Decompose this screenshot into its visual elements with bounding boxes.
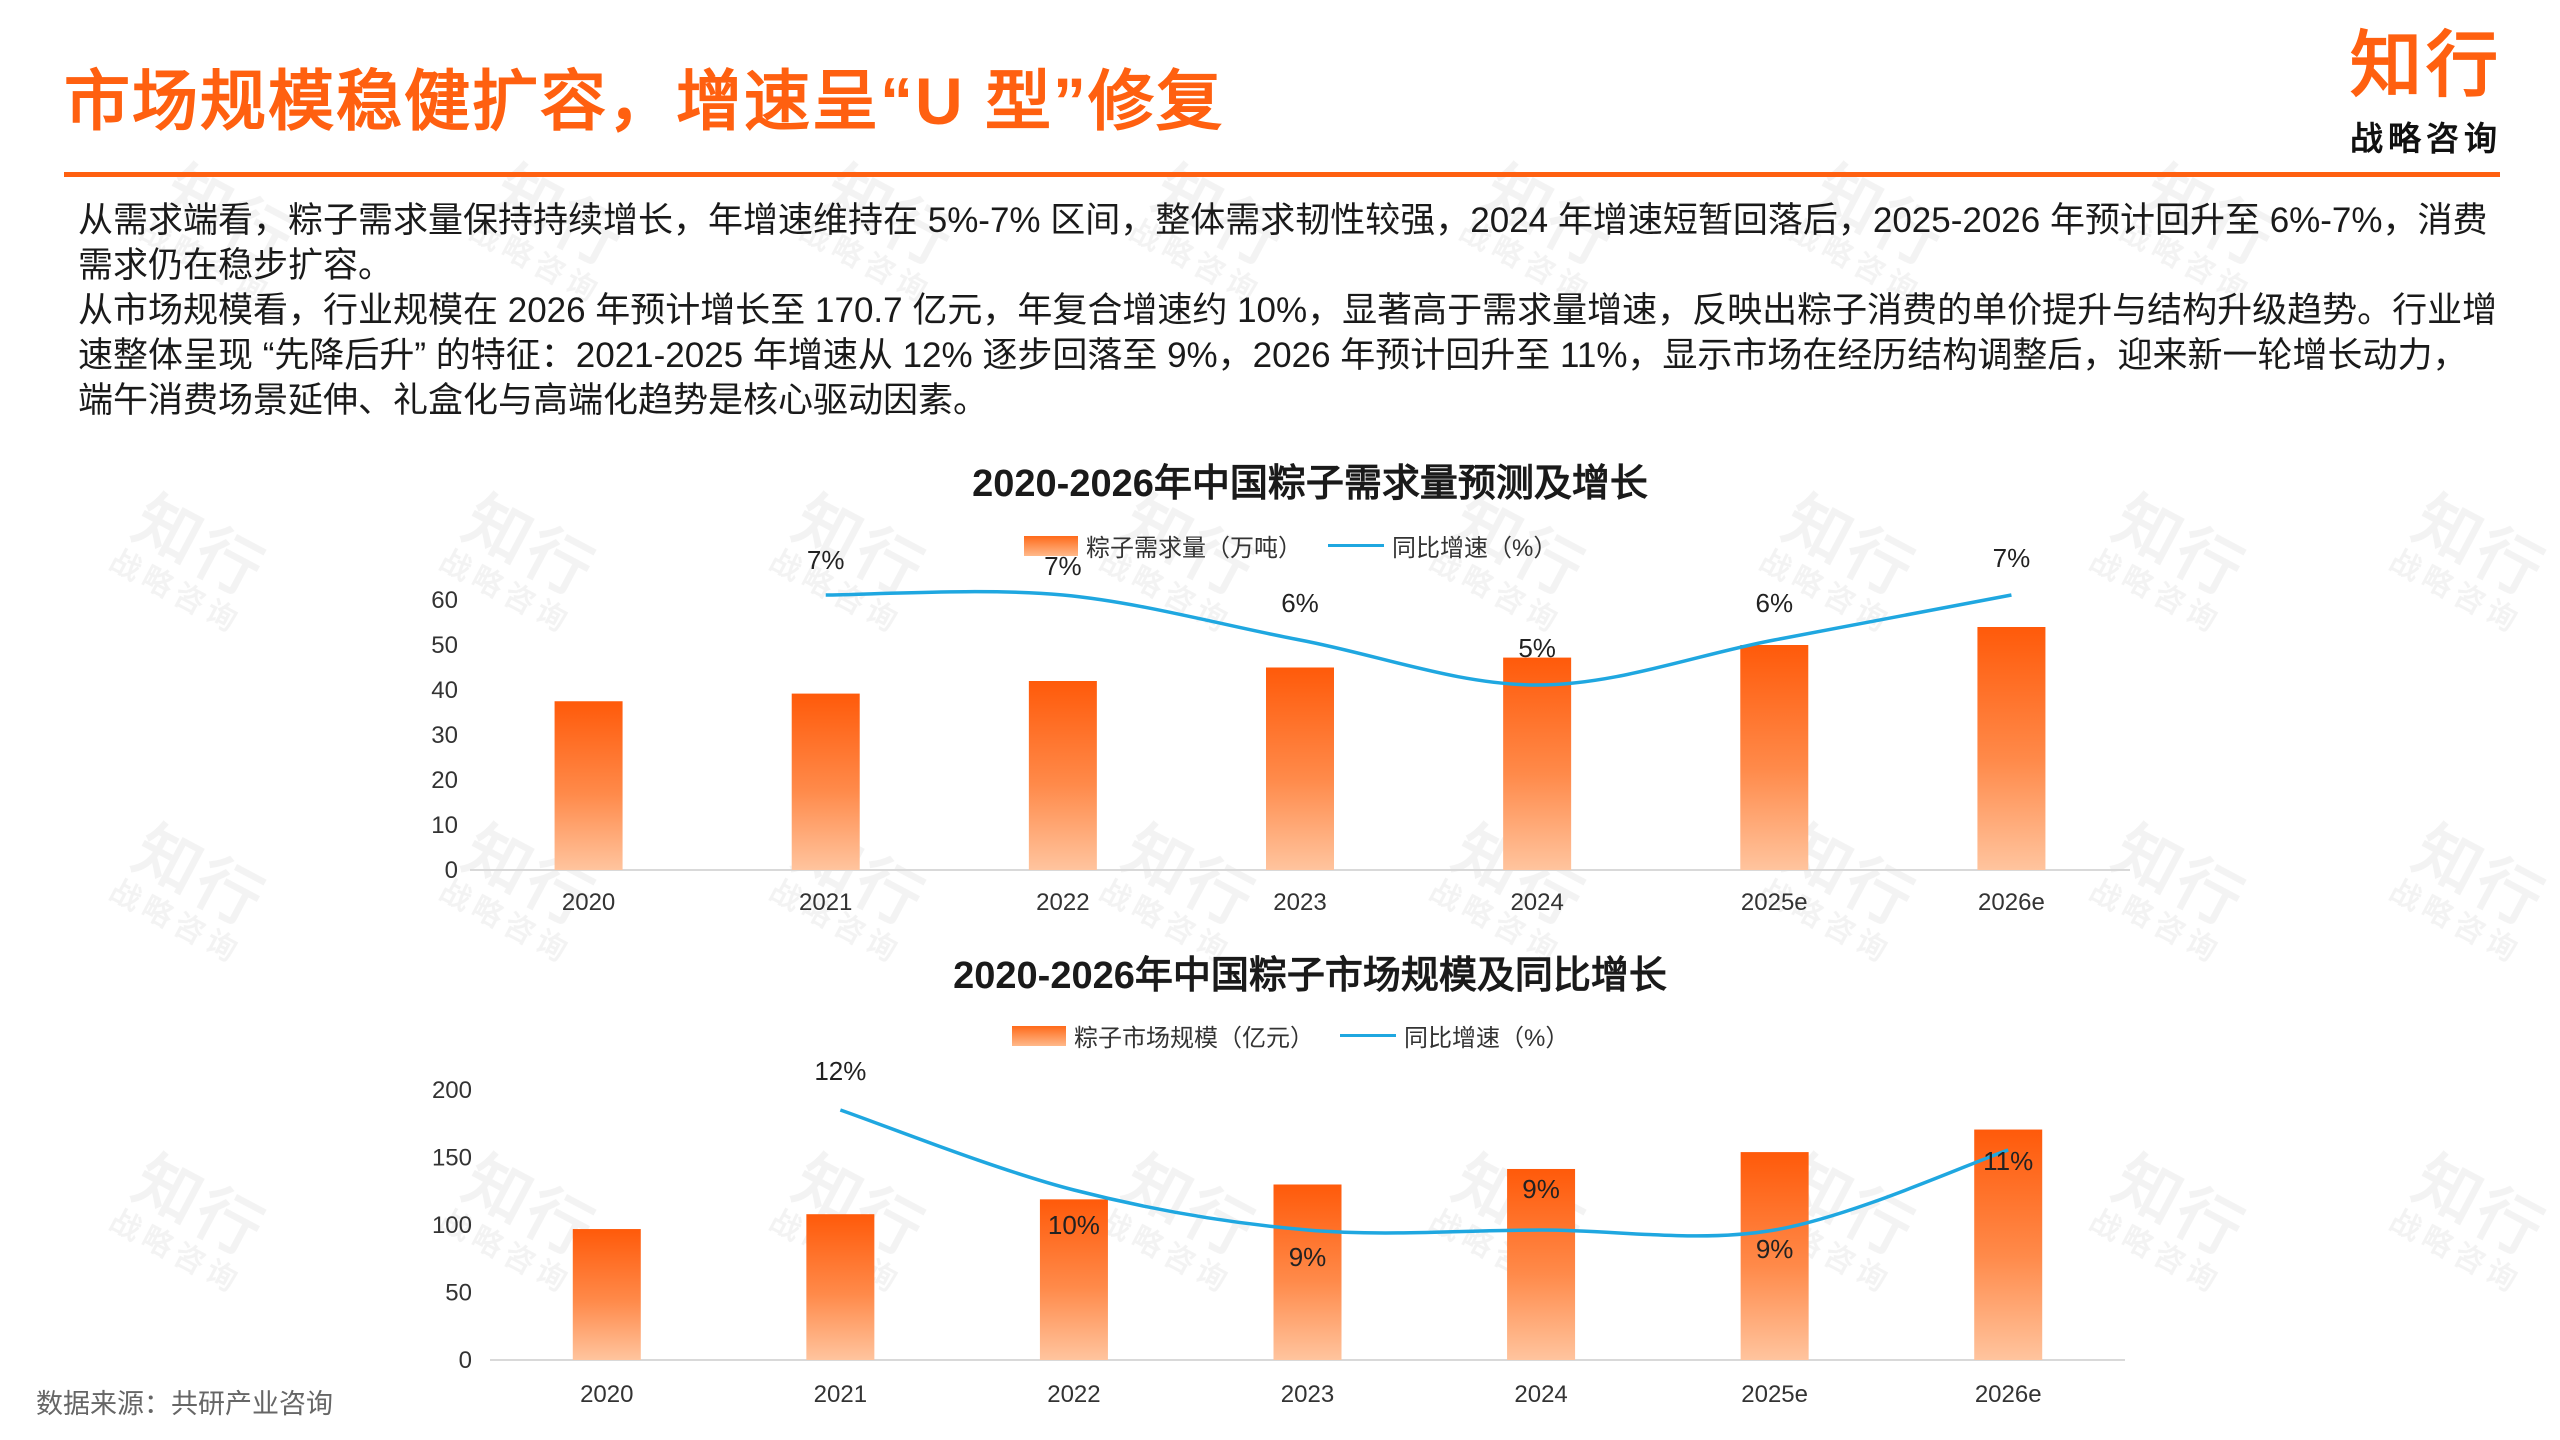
chart2-growth-label: 10%	[1048, 1210, 1100, 1240]
chart1-bar	[1740, 645, 1809, 870]
chart2-legend-bar-label: 粽子市场规模（亿元）	[1074, 1025, 1314, 1052]
header-divider	[64, 172, 2500, 177]
chart2-bar	[1273, 1184, 1342, 1360]
legend-line-swatch	[1340, 1034, 1396, 1037]
chart2-x-tick-label: 2022	[1047, 1381, 1100, 1408]
chart2-x-tick-label: 2025e	[1741, 1381, 1808, 1408]
chart2-x-tick-label: 2024	[1514, 1381, 1567, 1408]
chart1-legend: 粽子需求量（万吨） 同比增速（%）	[1024, 528, 1557, 563]
legend-bar-swatch	[1024, 535, 1078, 556]
chart2-growth-label: 12%	[814, 1056, 866, 1086]
chart2-bar	[1507, 1168, 1576, 1360]
chart1-title: 2020-2026年中国粽子需求量预测及增长	[972, 463, 1648, 505]
logo-sub-text: 战略咨询	[2349, 120, 2502, 157]
chart1-ytick-label: 60	[431, 587, 458, 614]
chart1-x-tick-label: 2023	[1273, 889, 1326, 916]
brand-logo: 知行 战略咨询	[2350, 30, 2502, 160]
chart2-bar	[1974, 1129, 2043, 1360]
chart1-ytick-label: 40	[431, 677, 458, 704]
chart2-legend: 粽子市场规模（亿元） 同比增速（%）	[1012, 1018, 1569, 1053]
chart1-ytick-label: 10	[431, 812, 458, 839]
chart2-growth-label: 11%	[1983, 1146, 2033, 1176]
logo-main-text: 知行	[2349, 26, 2502, 106]
legend-line-swatch	[1328, 544, 1384, 547]
chart1-x-tick-label: 2024	[1510, 889, 1563, 916]
chart1-ytick-label: 30	[431, 722, 458, 749]
chart2-bar	[806, 1214, 875, 1360]
header: 市场规模稳健扩容，增速呈“U 型”修复 知行 战略咨询	[0, 0, 2560, 180]
market-size-chart: 0 50 100 150 200 2020 2021 2022 2023 2024 2025e 202…	[432, 1056, 2125, 1408]
chart1-growth-label: 7%	[807, 545, 845, 575]
chart1-growth-label: 5%	[1518, 633, 1556, 663]
chart1-bar	[791, 693, 860, 870]
chart2-ytick-label: 100	[432, 1212, 472, 1239]
chart2-growth-line	[839, 1108, 2009, 1238]
chart2-growth-label: 9%	[1289, 1242, 1327, 1272]
data-source: 数据来源：共研产业咨询	[36, 1389, 333, 1419]
intro-paragraph-market: 从市场规模看，行业规模在 2026 年预计增长至 170.7 亿元，年复合增速约…	[78, 291, 2498, 420]
demand-chart: 0 10 20 30 40 50 60 2020 2021 2022 2023 2024 2025e 20…	[431, 543, 2130, 916]
chart1-x-tick-label: 2025e	[1741, 889, 1808, 916]
chart2-growth-label: 9%	[1522, 1174, 1560, 1204]
chart1-growth-label: 6%	[1281, 588, 1319, 618]
page-title: 市场规模稳健扩容，增速呈“U 型”修复	[64, 64, 1224, 138]
chart1-growth-line	[825, 589, 2012, 687]
chart1-x-tick-label: 2020	[562, 889, 615, 916]
chart2-title: 2020-2026年中国粽子市场规模及同比增长	[953, 955, 1667, 997]
chart1-growth-label: 7%	[1993, 543, 2031, 573]
intro-text: 从需求端看，粽子需求量保持持续增长，年增速维持在 5%-7% 区间，整体需求韧性…	[78, 198, 2498, 423]
legend-bar-swatch	[1012, 1025, 1066, 1046]
chart1-bar	[554, 701, 623, 870]
chart1-ytick-label: 20	[431, 767, 458, 794]
chart2-x-tick-label: 2020	[580, 1381, 633, 1408]
chart1-bar	[1977, 627, 2046, 870]
chart2-bar	[1039, 1199, 1108, 1360]
chart2-ytick-label: 0	[459, 1347, 472, 1374]
chart2-ytick-label: 200	[432, 1077, 472, 1104]
chart2-x-tick-label: 2026e	[1975, 1381, 2042, 1408]
chart1-x-tick-label: 2021	[799, 889, 852, 916]
chart1-x-tick-label: 2026e	[1978, 889, 2045, 916]
chart2-x-tick-label: 2023	[1281, 1381, 1334, 1408]
chart2-bar	[572, 1229, 641, 1360]
chart1-growth-label: 7%	[1044, 551, 1082, 581]
chart1-bar	[1028, 681, 1097, 870]
chart1-ytick-label: 50	[431, 632, 458, 659]
chart2-bar	[1740, 1152, 1809, 1360]
chart2-ytick-label: 50	[445, 1280, 472, 1307]
chart2-ytick-label: 150	[432, 1145, 472, 1172]
chart2-growth-label: 9%	[1756, 1234, 1794, 1264]
chart1-growth-label: 6%	[1755, 588, 1793, 618]
chart1-x-tick-label: 2022	[1036, 889, 1089, 916]
chart1-legend-bar-label: 粽子需求量（万吨）	[1086, 535, 1302, 562]
chart2-x-tick-label: 2021	[814, 1381, 867, 1408]
chart2-legend-line-label: 同比增速（%）	[1404, 1025, 1570, 1052]
chart1-bar	[1266, 667, 1334, 870]
intro-paragraph-demand: 从需求端看，粽子需求量保持持续增长，年增速维持在 5%-7% 区间，整体需求韧性…	[78, 201, 2488, 285]
chart1-bar	[1503, 657, 1572, 870]
chart1-legend-line-label: 同比增速（%）	[1392, 535, 1558, 562]
chart1-ytick-label: 0	[445, 857, 458, 884]
